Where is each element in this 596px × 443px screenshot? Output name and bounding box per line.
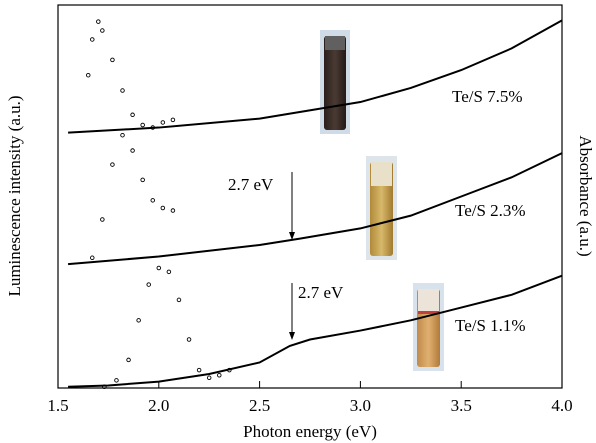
annotation: 2.7 eV <box>228 175 274 194</box>
vial <box>324 36 346 130</box>
y2-axis-label: Absorbance (a.u.) <box>576 135 595 256</box>
x-tick-label: 2.5 <box>249 396 270 415</box>
annotation: Te/S 1.1% <box>455 316 526 335</box>
luminescence-point <box>176 297 182 303</box>
luminescence-point <box>130 148 135 153</box>
luminescence-point <box>130 112 135 118</box>
luminescence-point <box>140 177 145 183</box>
x-axis-label: Photon energy (eV) <box>243 422 377 441</box>
luminescence-point <box>160 205 166 211</box>
luminescence-point <box>146 282 151 287</box>
absorbance-line <box>67 152 563 266</box>
luminescence-point <box>170 208 176 213</box>
luminescence-point <box>140 122 145 128</box>
vial-meniscus <box>418 311 439 314</box>
annotation: Te/S 2.3% <box>455 201 526 220</box>
annotation: 2.7 eV <box>298 283 344 302</box>
luminescence-point <box>206 375 212 381</box>
luminescence-point <box>217 372 222 378</box>
luminescence-point <box>150 125 156 130</box>
luminescence-point <box>160 120 166 125</box>
luminescence-point <box>170 117 176 123</box>
luminescence-point <box>85 72 91 78</box>
luminescence-point <box>100 217 105 222</box>
luminescence-point <box>110 57 115 63</box>
luminescence-point <box>156 265 162 271</box>
vial-cap <box>325 36 345 50</box>
x-tick-label: 2.0 <box>148 396 169 415</box>
annotation: Te/S 7.5% <box>452 87 523 106</box>
luminescence-point <box>166 269 172 275</box>
vial-images <box>320 30 444 371</box>
vial-cap <box>418 289 439 311</box>
absorbance-line <box>68 274 563 388</box>
luminescence-point <box>102 384 107 389</box>
luminescence-point <box>96 19 101 24</box>
luminescence-point <box>90 255 95 261</box>
absorbance-line <box>68 19 563 134</box>
luminescence-point <box>136 318 141 323</box>
plot-frame <box>57 4 563 389</box>
x-tick-label: 4.0 <box>551 396 572 415</box>
luminescence-point <box>196 367 202 373</box>
luminescence-point <box>126 357 131 363</box>
x-tick-label: 3.0 <box>350 396 371 415</box>
luminescence-point <box>114 378 119 383</box>
luminescence-point <box>90 37 95 42</box>
vial-cap <box>371 162 392 186</box>
luminescence-point <box>227 367 232 373</box>
arrow-head <box>289 232 295 240</box>
arrow-head <box>289 332 295 340</box>
luminescence-point <box>120 88 125 93</box>
luminescence-point <box>186 337 192 342</box>
luminescence-point <box>120 132 125 138</box>
x-tick-label: 1.5 <box>47 396 68 415</box>
x-tick-label: 3.5 <box>451 396 472 415</box>
y-axis-label: Luminescence intensity (a.u.) <box>5 95 24 296</box>
luminescence-point <box>100 28 105 33</box>
luminescence-point <box>150 198 156 203</box>
luminescence-point <box>110 162 115 167</box>
